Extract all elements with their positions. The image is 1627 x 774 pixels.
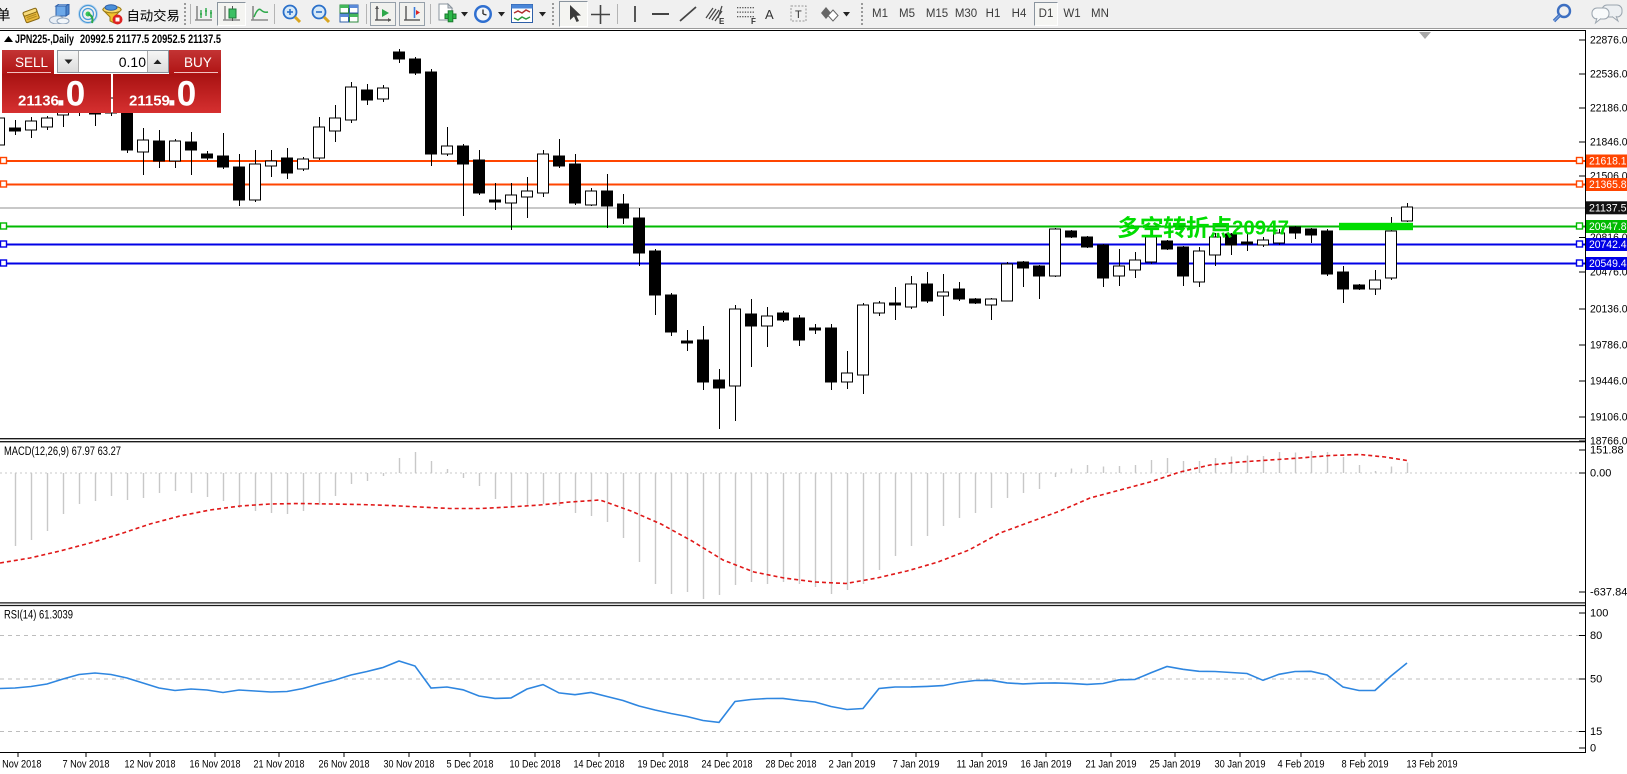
svg-text:4 Feb 2019: 4 Feb 2019 [1278,759,1325,771]
svg-text:21 Nov 2018: 21 Nov 2018 [254,759,305,771]
svg-text:21159: 21159 [129,93,170,110]
svg-text:20992.5 21177.5 20952.5 21137.: 20992.5 21177.5 20952.5 21137.5 [80,32,221,46]
svg-text:0: 0 [1590,743,1596,755]
svg-text:26 Nov 2018: 26 Nov 2018 [319,759,370,771]
svg-text:.0: .0 [167,75,196,114]
svg-text:20742.4: 20742.4 [1589,239,1627,251]
svg-text:50: 50 [1590,674,1602,686]
svg-text:30 Nov 2018: 30 Nov 2018 [384,759,435,771]
svg-text:21618.1: 21618.1 [1589,156,1627,168]
svg-text:E: E [719,17,725,26]
svg-text:2 Jan 2019: 2 Jan 2019 [829,759,876,771]
svg-text:2 Nov 2018: 2 Nov 2018 [0,759,42,771]
svg-text:-637.84: -637.84 [1590,587,1627,599]
svg-text:F: F [751,17,756,26]
svg-text:12 Nov 2018: 12 Nov 2018 [125,759,176,771]
svg-text:14 Dec 2018: 14 Dec 2018 [574,759,625,771]
svg-text:T: T [795,9,802,21]
svg-text:7 Nov 2018: 7 Nov 2018 [63,759,110,771]
svg-text:21 Jan 2019: 21 Jan 2019 [1086,759,1137,771]
svg-text:19786.0: 19786.0 [1590,340,1627,352]
svg-text:0.00: 0.00 [1590,468,1611,480]
svg-text:20947: 20947 [1232,217,1289,240]
svg-text:24 Dec 2018: 24 Dec 2018 [702,759,753,771]
svg-text:.0: .0 [56,75,85,114]
svg-text:18766.0: 18766.0 [1590,436,1627,448]
svg-text:30 Jan 2019: 30 Jan 2019 [1215,759,1266,771]
svg-text:20136.0: 20136.0 [1590,304,1627,316]
svg-text:20549.4: 20549.4 [1589,258,1627,270]
svg-text:19106.0: 19106.0 [1590,412,1627,424]
svg-text:8 Feb 2019: 8 Feb 2019 [1342,759,1389,771]
svg-text:28 Dec 2018: 28 Dec 2018 [766,759,817,771]
svg-text:19446.0: 19446.0 [1590,376,1627,388]
svg-text:5 Dec 2018: 5 Dec 2018 [447,759,494,771]
svg-text:13 Feb 2019: 13 Feb 2019 [1407,759,1458,771]
svg-text:100: 100 [1590,608,1608,620]
svg-text:11 Jan 2019: 11 Jan 2019 [957,759,1008,771]
svg-text:151.88: 151.88 [1590,445,1624,457]
svg-text:21846.0: 21846.0 [1590,137,1627,149]
svg-text:MACD(12,26,9) 67.97 63.27: MACD(12,26,9) 67.97 63.27 [4,446,121,458]
svg-text:JPN225-,Daily: JPN225-,Daily [15,32,74,46]
svg-text:20947.8: 20947.8 [1589,221,1627,233]
svg-text:22536.0: 22536.0 [1590,69,1627,81]
svg-text:22876.0: 22876.0 [1590,35,1627,47]
svg-text:16 Nov 2018: 16 Nov 2018 [190,759,241,771]
svg-text:22186.0: 22186.0 [1590,103,1627,115]
svg-text:19 Dec 2018: 19 Dec 2018 [638,759,689,771]
svg-text:RSI(14) 61.3039: RSI(14) 61.3039 [4,610,73,622]
svg-text:10 Dec 2018: 10 Dec 2018 [510,759,561,771]
svg-text:80: 80 [1590,630,1602,642]
svg-text:25 Jan 2019: 25 Jan 2019 [1150,759,1201,771]
svg-text:15: 15 [1590,726,1602,738]
svg-text:21365.8: 21365.8 [1589,179,1627,191]
svg-text:21137.5: 21137.5 [1589,203,1627,215]
svg-text:21136: 21136 [18,93,59,110]
svg-text:7 Jan 2019: 7 Jan 2019 [893,759,940,771]
svg-text:16 Jan 2019: 16 Jan 2019 [1021,759,1072,771]
